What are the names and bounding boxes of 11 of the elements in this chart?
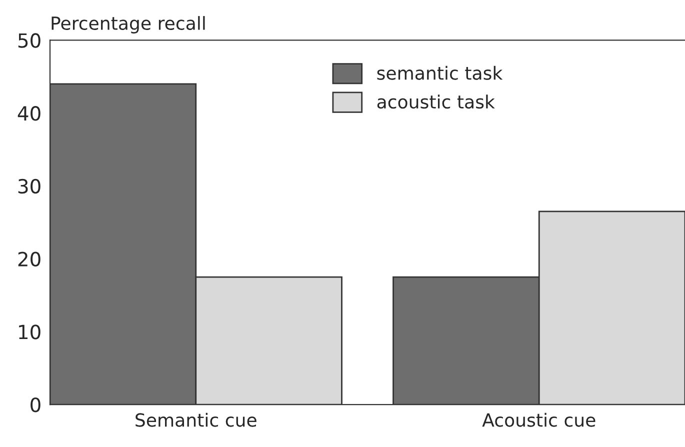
legend-label: acoustic task [377,94,495,109]
y-axis-title: Percentage recall [52,16,205,34]
y-tick-label: 30 [18,178,40,194]
x-tick-label: Semantic cue [136,412,256,427]
y-tick-label: 20 [18,252,40,266]
y-tick-label: 50 [18,33,40,48]
legend-label: semantic task [377,66,503,80]
y-tick-label: 40 [18,106,40,121]
x-tick-label: Acoustic cue [482,412,596,427]
y-tick-label: 10 [19,324,40,340]
y-tick-label: 0 [30,397,40,412]
